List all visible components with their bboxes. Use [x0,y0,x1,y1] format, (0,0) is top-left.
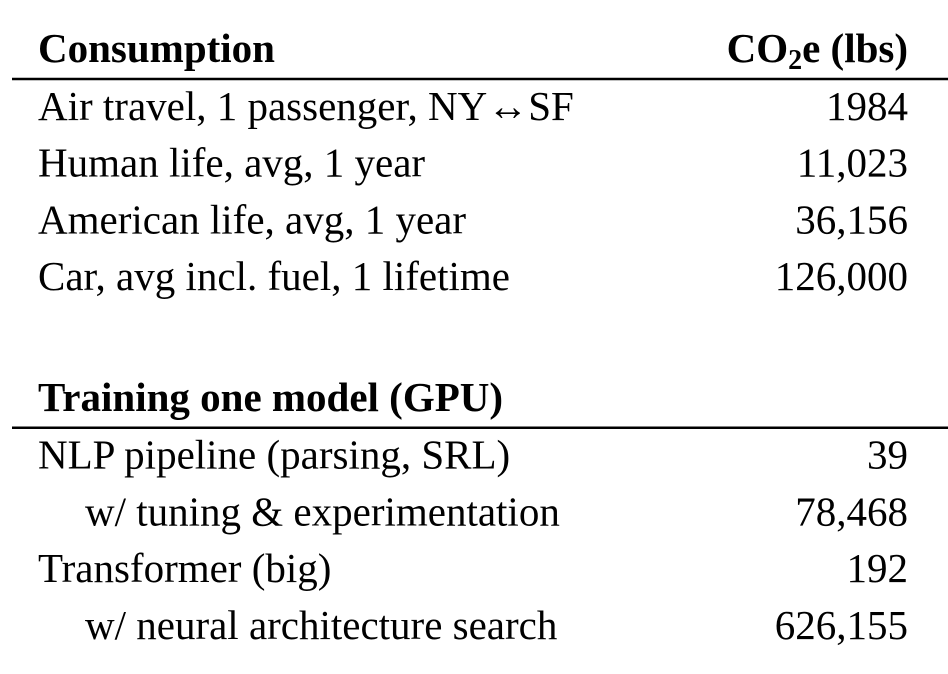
row-label: w/ tuning & experimentation [85,488,560,534]
row-label: Air travel, 1 passenger, NY↔SF [38,83,574,129]
row-label: American life, avg, 1 year [38,196,466,242]
row-value: 36,156 [795,196,908,242]
row-value: 78,468 [795,488,908,534]
section-title: Consumption [38,25,275,71]
section-title: Training one model (GPU) [38,374,503,420]
header-part: e (lbs) [802,25,908,71]
row-label: Human life, avg, 1 year [38,140,425,186]
row-label: Car, avg incl. fuel, 1 lifetime [38,253,510,299]
row-label: w/ neural architecture search [85,602,557,648]
row-value: 1984 [826,83,908,129]
row-value: 39 [867,432,908,478]
row-label: NLP pipeline (parsing, SRL) [38,432,510,478]
row-value: 626,155 [775,602,908,648]
row-label: Transformer (big) [38,545,331,591]
header-part: CO [727,25,789,71]
row-value: 192 [847,545,909,591]
value-header: CO2e (lbs) [727,25,908,76]
row-value: 126,000 [775,253,908,299]
row-value: 11,023 [797,140,908,186]
subscript: 2 [788,45,802,76]
